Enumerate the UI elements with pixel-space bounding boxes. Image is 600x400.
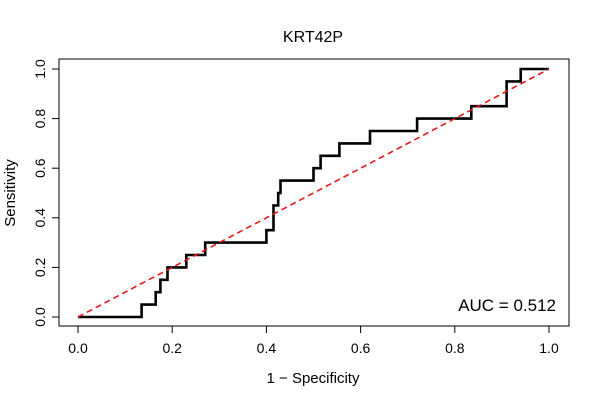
x-tick-label: 0.4	[257, 340, 277, 356]
x-tick-label: 0.2	[162, 340, 182, 356]
y-tick-label: 0.6	[32, 158, 48, 178]
chart-title: KRT42P	[283, 29, 343, 46]
x-tick-label: 0.8	[445, 340, 465, 356]
x-tick-label: 0.6	[351, 340, 371, 356]
chance-diagonal-line	[77, 68, 550, 318]
y-tick-label: 1.0	[32, 59, 48, 79]
auc-annotation: AUC = 0.512	[458, 296, 556, 315]
x-tick-label: 1.0	[539, 340, 559, 356]
y-tick-label: 0.4	[32, 208, 48, 228]
y-tick-label: 0.8	[32, 109, 48, 129]
y-tick-label: 0.0	[32, 307, 48, 327]
x-tick-label: 0.0	[68, 340, 88, 356]
x-axis: 0.0 0.2 0.4 0.6 0.8 1.0	[68, 325, 559, 356]
x-axis-label: 1 − Specificity	[267, 370, 360, 387]
y-tick-label: 0.2	[32, 257, 48, 277]
y-axis: 0.0 0.2 0.4 0.6 0.8 1.0	[32, 59, 60, 327]
series-layer	[77, 67, 550, 319]
y-axis-label: Sensitivity	[2, 159, 19, 227]
